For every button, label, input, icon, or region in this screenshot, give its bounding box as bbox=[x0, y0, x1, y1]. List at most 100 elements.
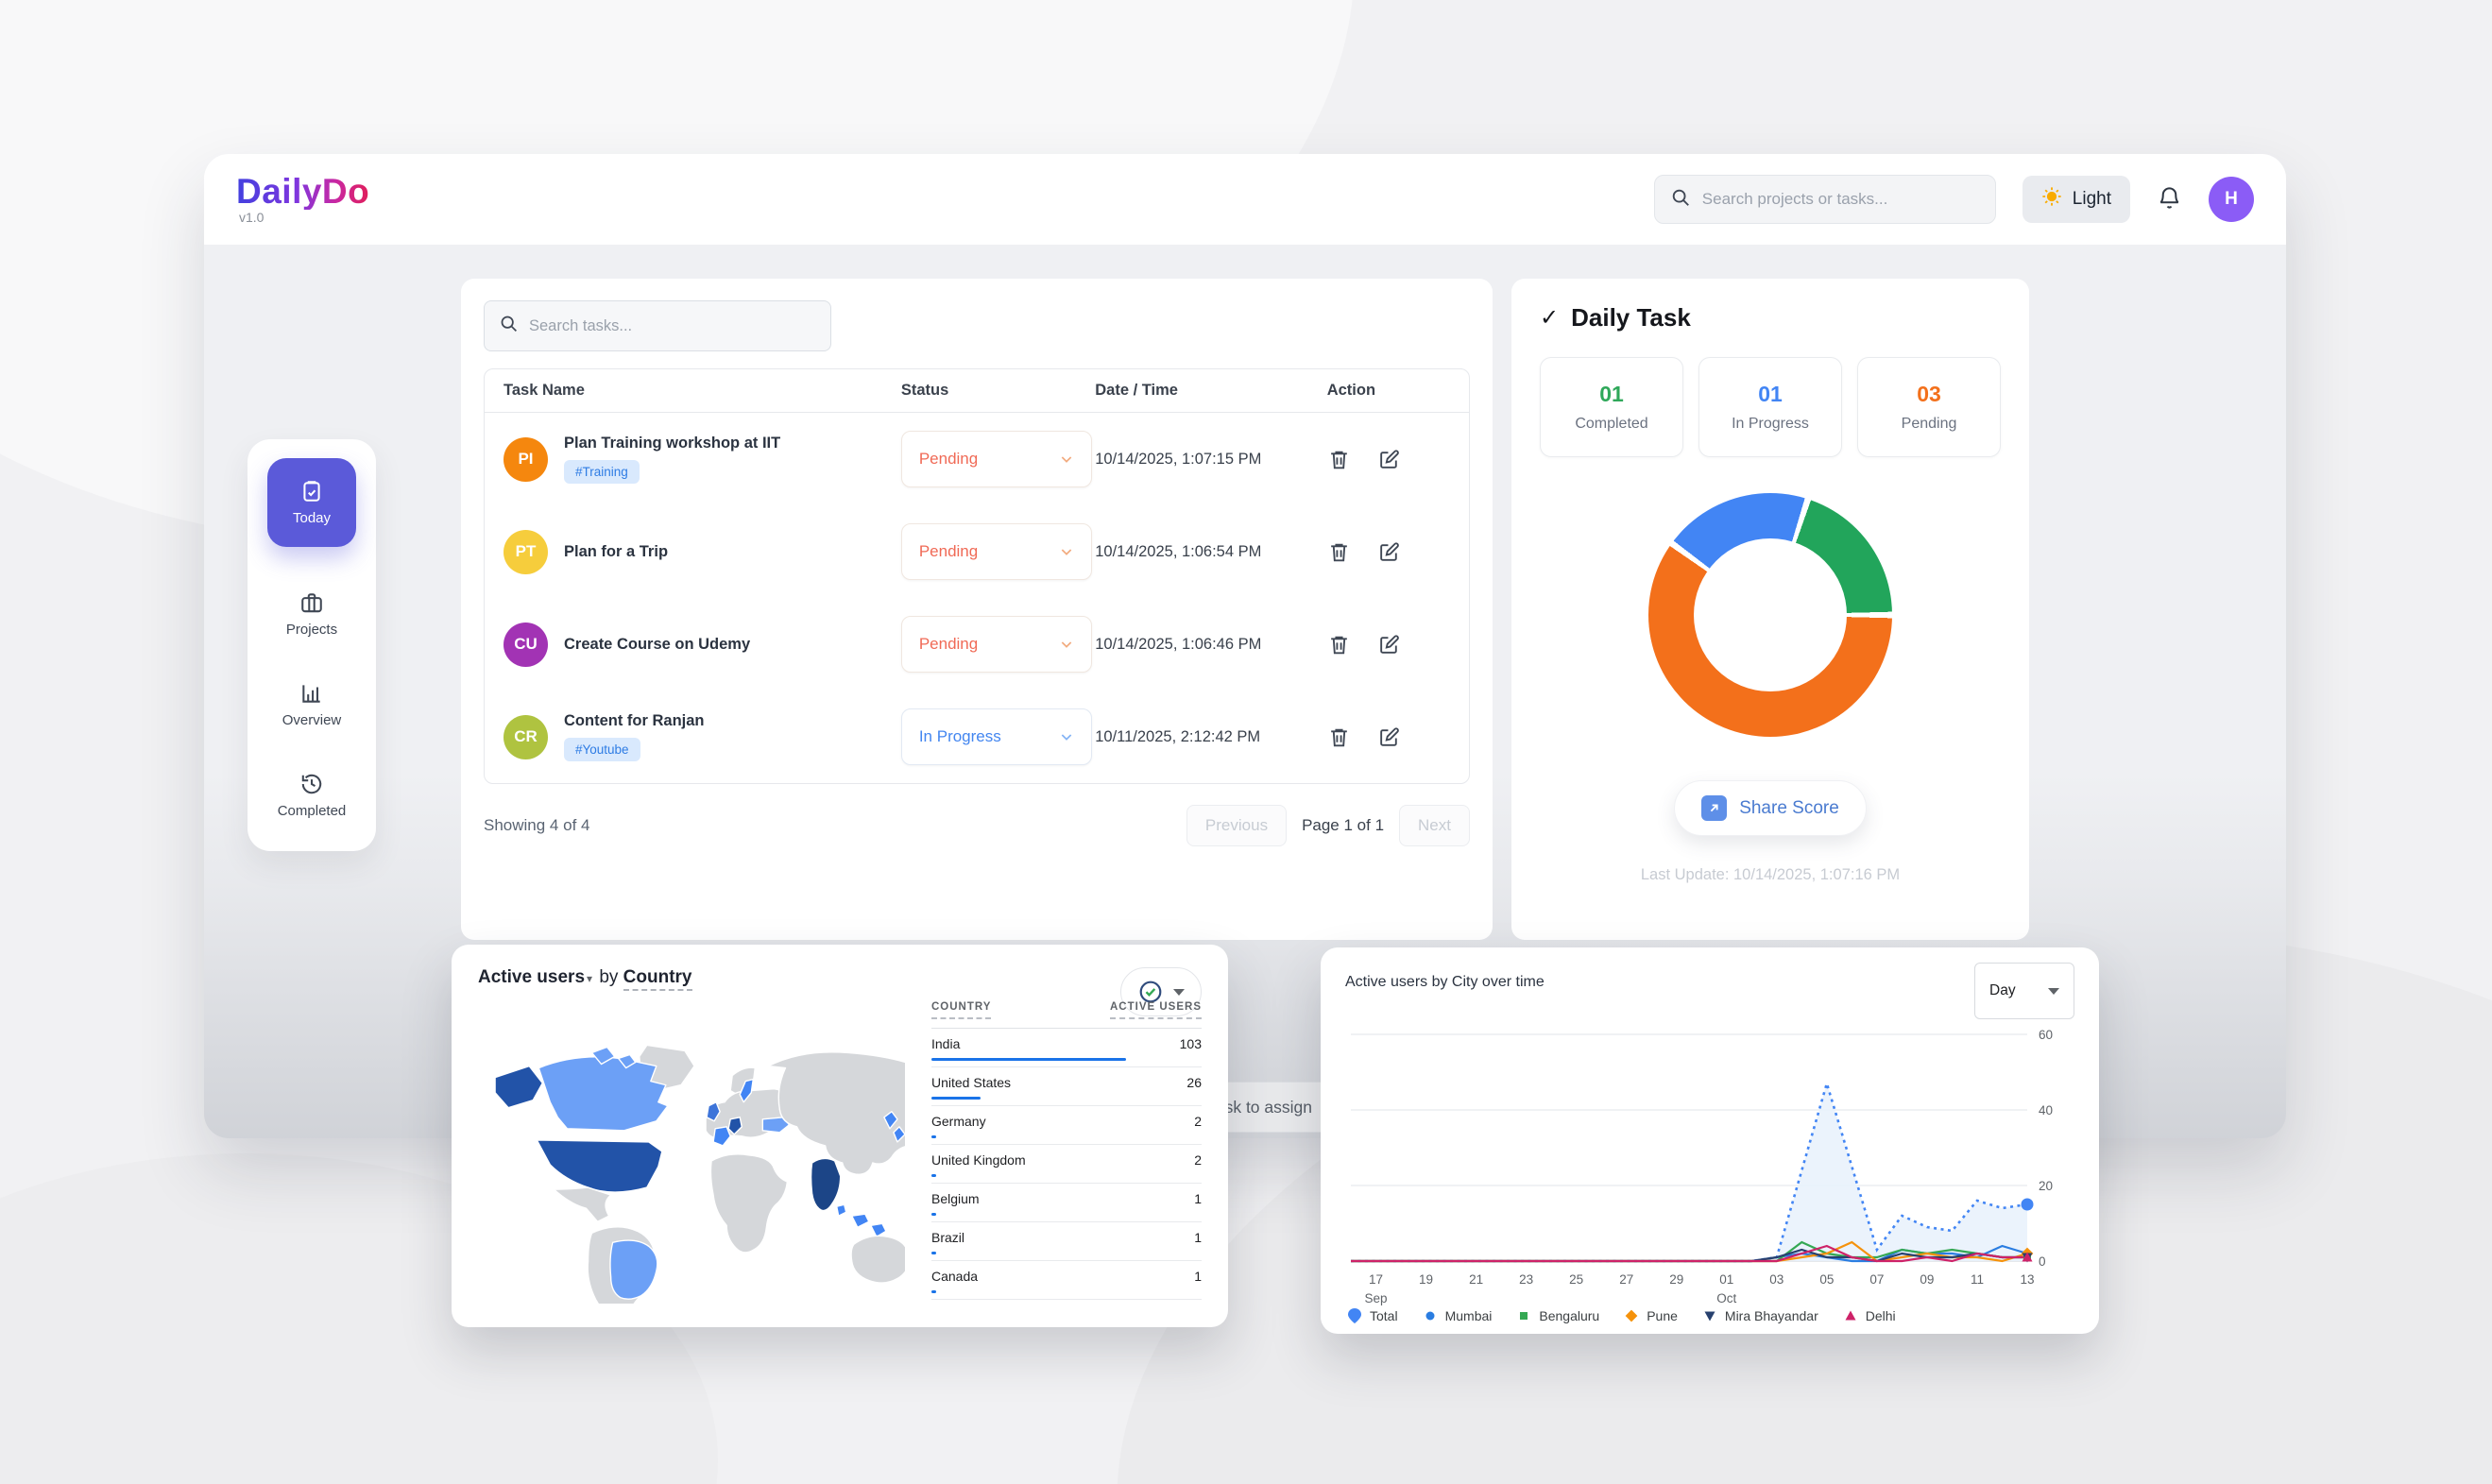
map-country-sweden[interactable] bbox=[739, 1078, 754, 1103]
country-row[interactable]: United Kingdom 2 bbox=[931, 1145, 1202, 1184]
status-select[interactable]: Pending bbox=[900, 431, 1092, 487]
edit-icon[interactable] bbox=[1377, 725, 1401, 749]
task-avatar: PI bbox=[504, 436, 548, 482]
task-datetime: 10/14/2025, 1:07:15 PM bbox=[1095, 450, 1262, 468]
column-task-name: Task Name bbox=[504, 382, 585, 399]
status-select[interactable]: Pending bbox=[900, 523, 1092, 580]
column-country[interactable]: COUNTRY bbox=[931, 1001, 992, 1019]
task-name: Plan for a Trip bbox=[564, 542, 669, 560]
legend-label: Mumbai bbox=[1444, 1308, 1493, 1323]
sidebar-item-completed[interactable]: Completed bbox=[278, 772, 346, 819]
stat-pending: 03 Pending bbox=[1857, 357, 2001, 457]
delete-icon[interactable] bbox=[1327, 540, 1351, 564]
map-country-canada[interactable] bbox=[538, 1056, 669, 1132]
caret-down-icon bbox=[1172, 988, 1185, 996]
column-active-users[interactable]: ACTIVE USERS bbox=[1110, 1001, 1202, 1019]
edit-icon[interactable] bbox=[1377, 448, 1401, 471]
interval-select[interactable]: Day bbox=[1974, 963, 2074, 1019]
status-select[interactable]: In Progress bbox=[900, 708, 1092, 765]
edit-icon[interactable] bbox=[1377, 633, 1401, 657]
map-country-alaska[interactable] bbox=[494, 1065, 544, 1109]
legend-item-delhi[interactable]: Delhi bbox=[1843, 1307, 1896, 1324]
task-actions bbox=[1327, 725, 1450, 749]
map-country-united-kingdom[interactable] bbox=[706, 1100, 721, 1122]
country-row[interactable]: United States 26 bbox=[931, 1067, 1202, 1106]
status-select[interactable]: Pending bbox=[900, 616, 1092, 673]
chart-options-button[interactable] bbox=[1120, 967, 1202, 1016]
map-country-india[interactable] bbox=[810, 1157, 842, 1212]
task-tag-badge: #Youtube bbox=[564, 738, 640, 761]
avatar[interactable]: H bbox=[2209, 177, 2254, 222]
legend-item-mumbai[interactable]: Mumbai bbox=[1423, 1307, 1493, 1324]
map-country-japan[interactable] bbox=[883, 1111, 898, 1130]
caret-down-icon bbox=[2048, 987, 2059, 995]
edit-icon[interactable] bbox=[1377, 540, 1401, 564]
country-name: Belgium bbox=[931, 1191, 980, 1206]
previous-page-button[interactable]: Previous bbox=[1186, 805, 1288, 846]
last-update-text: Last Update: 10/14/2025, 1:07:16 PM bbox=[1640, 866, 1901, 883]
delete-icon[interactable] bbox=[1327, 448, 1351, 471]
delete-icon[interactable] bbox=[1327, 725, 1351, 749]
map-country-germany[interactable] bbox=[727, 1117, 742, 1135]
notifications-button[interactable] bbox=[2157, 185, 2182, 213]
task-search-input[interactable] bbox=[529, 316, 816, 335]
title-metric[interactable]: Active users bbox=[478, 967, 586, 987]
legend-item-bengaluru[interactable]: Bengaluru bbox=[1516, 1307, 1599, 1324]
country-bar bbox=[931, 1213, 936, 1216]
legend-label: Pune bbox=[1647, 1308, 1678, 1323]
task-search[interactable] bbox=[484, 300, 831, 351]
country-value: 26 bbox=[1186, 1075, 1202, 1090]
daily-task-title: ✓ Daily Task bbox=[1540, 303, 2001, 333]
global-search[interactable] bbox=[1653, 175, 1996, 224]
global-search-input[interactable] bbox=[1701, 190, 1980, 209]
next-page-button[interactable]: Next bbox=[1399, 805, 1470, 846]
map-country-brazil[interactable] bbox=[609, 1239, 658, 1300]
country-row[interactable]: India 103 bbox=[931, 1029, 1202, 1067]
theme-toggle-button[interactable]: Light bbox=[2022, 176, 2130, 223]
sidebar-item-today[interactable]: Today bbox=[267, 458, 356, 547]
map-country-united-states[interactable] bbox=[536, 1139, 663, 1193]
check-icon: ✓ bbox=[1540, 305, 1560, 331]
active-users-by-country-card: Active users ▾ by Country bbox=[452, 945, 1228, 1344]
country-bar bbox=[931, 1174, 936, 1177]
task-list-card: Task Name Status Date / Time Action PI P… bbox=[461, 279, 1493, 940]
header-actions: Light H bbox=[1653, 175, 2254, 224]
task-status-donut-chart bbox=[1648, 493, 1892, 737]
title-by: by bbox=[594, 967, 623, 987]
legend-item-mira-bhayandar[interactable]: Mira Bhayandar bbox=[1702, 1307, 1818, 1324]
map-country-ukraine[interactable] bbox=[761, 1117, 791, 1134]
map-country-france[interactable] bbox=[712, 1126, 731, 1147]
title-dimension[interactable]: Country bbox=[623, 967, 692, 991]
country-row[interactable]: Canada 1 bbox=[931, 1261, 1202, 1300]
legend-label: Delhi bbox=[1865, 1308, 1896, 1323]
legend-item-total[interactable]: Total bbox=[1347, 1307, 1398, 1324]
country-rows: India 103 United States 26 Germany 2 United Ki… bbox=[931, 1029, 1202, 1300]
legend-item-pune[interactable]: Pune bbox=[1624, 1307, 1678, 1324]
task-name-cell: CU Create Course on Udemy bbox=[504, 622, 901, 667]
x-axis-label: 23 bbox=[1519, 1272, 1533, 1287]
share-score-button[interactable]: Share Score bbox=[1674, 780, 1867, 836]
stat-label: Pending bbox=[1901, 416, 1957, 432]
clipboard-check-icon bbox=[299, 479, 324, 503]
country-value: 1 bbox=[1194, 1191, 1202, 1206]
x-axis-label: 05 bbox=[1819, 1272, 1834, 1287]
stat-label: In Progress bbox=[1732, 416, 1809, 432]
chart-legend: Total Mumbai Bengaluru Pune Mira Bhayandar De… bbox=[1347, 1307, 1896, 1324]
legend-marker-icon bbox=[1704, 1311, 1715, 1322]
check-circle-icon bbox=[1139, 981, 1161, 1003]
delete-icon[interactable] bbox=[1327, 633, 1351, 657]
sidebar-item-projects[interactable]: Projects bbox=[286, 590, 337, 638]
task-actions bbox=[1327, 633, 1450, 657]
country-row[interactable]: Belgium 1 bbox=[931, 1184, 1202, 1222]
country-row[interactable]: Germany 2 bbox=[931, 1106, 1202, 1145]
map-australia bbox=[850, 1235, 910, 1284]
stat-value: 03 bbox=[1917, 382, 1941, 406]
map-asia bbox=[767, 1051, 955, 1175]
country-name: Brazil bbox=[931, 1230, 965, 1245]
task-name-cell: PT Plan for a Trip bbox=[504, 529, 901, 574]
country-row[interactable]: Brazil 1 bbox=[931, 1222, 1202, 1261]
total-area-fill bbox=[1351, 1083, 2027, 1261]
sidebar-item-overview[interactable]: Overview bbox=[282, 681, 341, 728]
daily-stats: 01 Completed 01 In Progress 03 Pending bbox=[1540, 357, 2001, 457]
